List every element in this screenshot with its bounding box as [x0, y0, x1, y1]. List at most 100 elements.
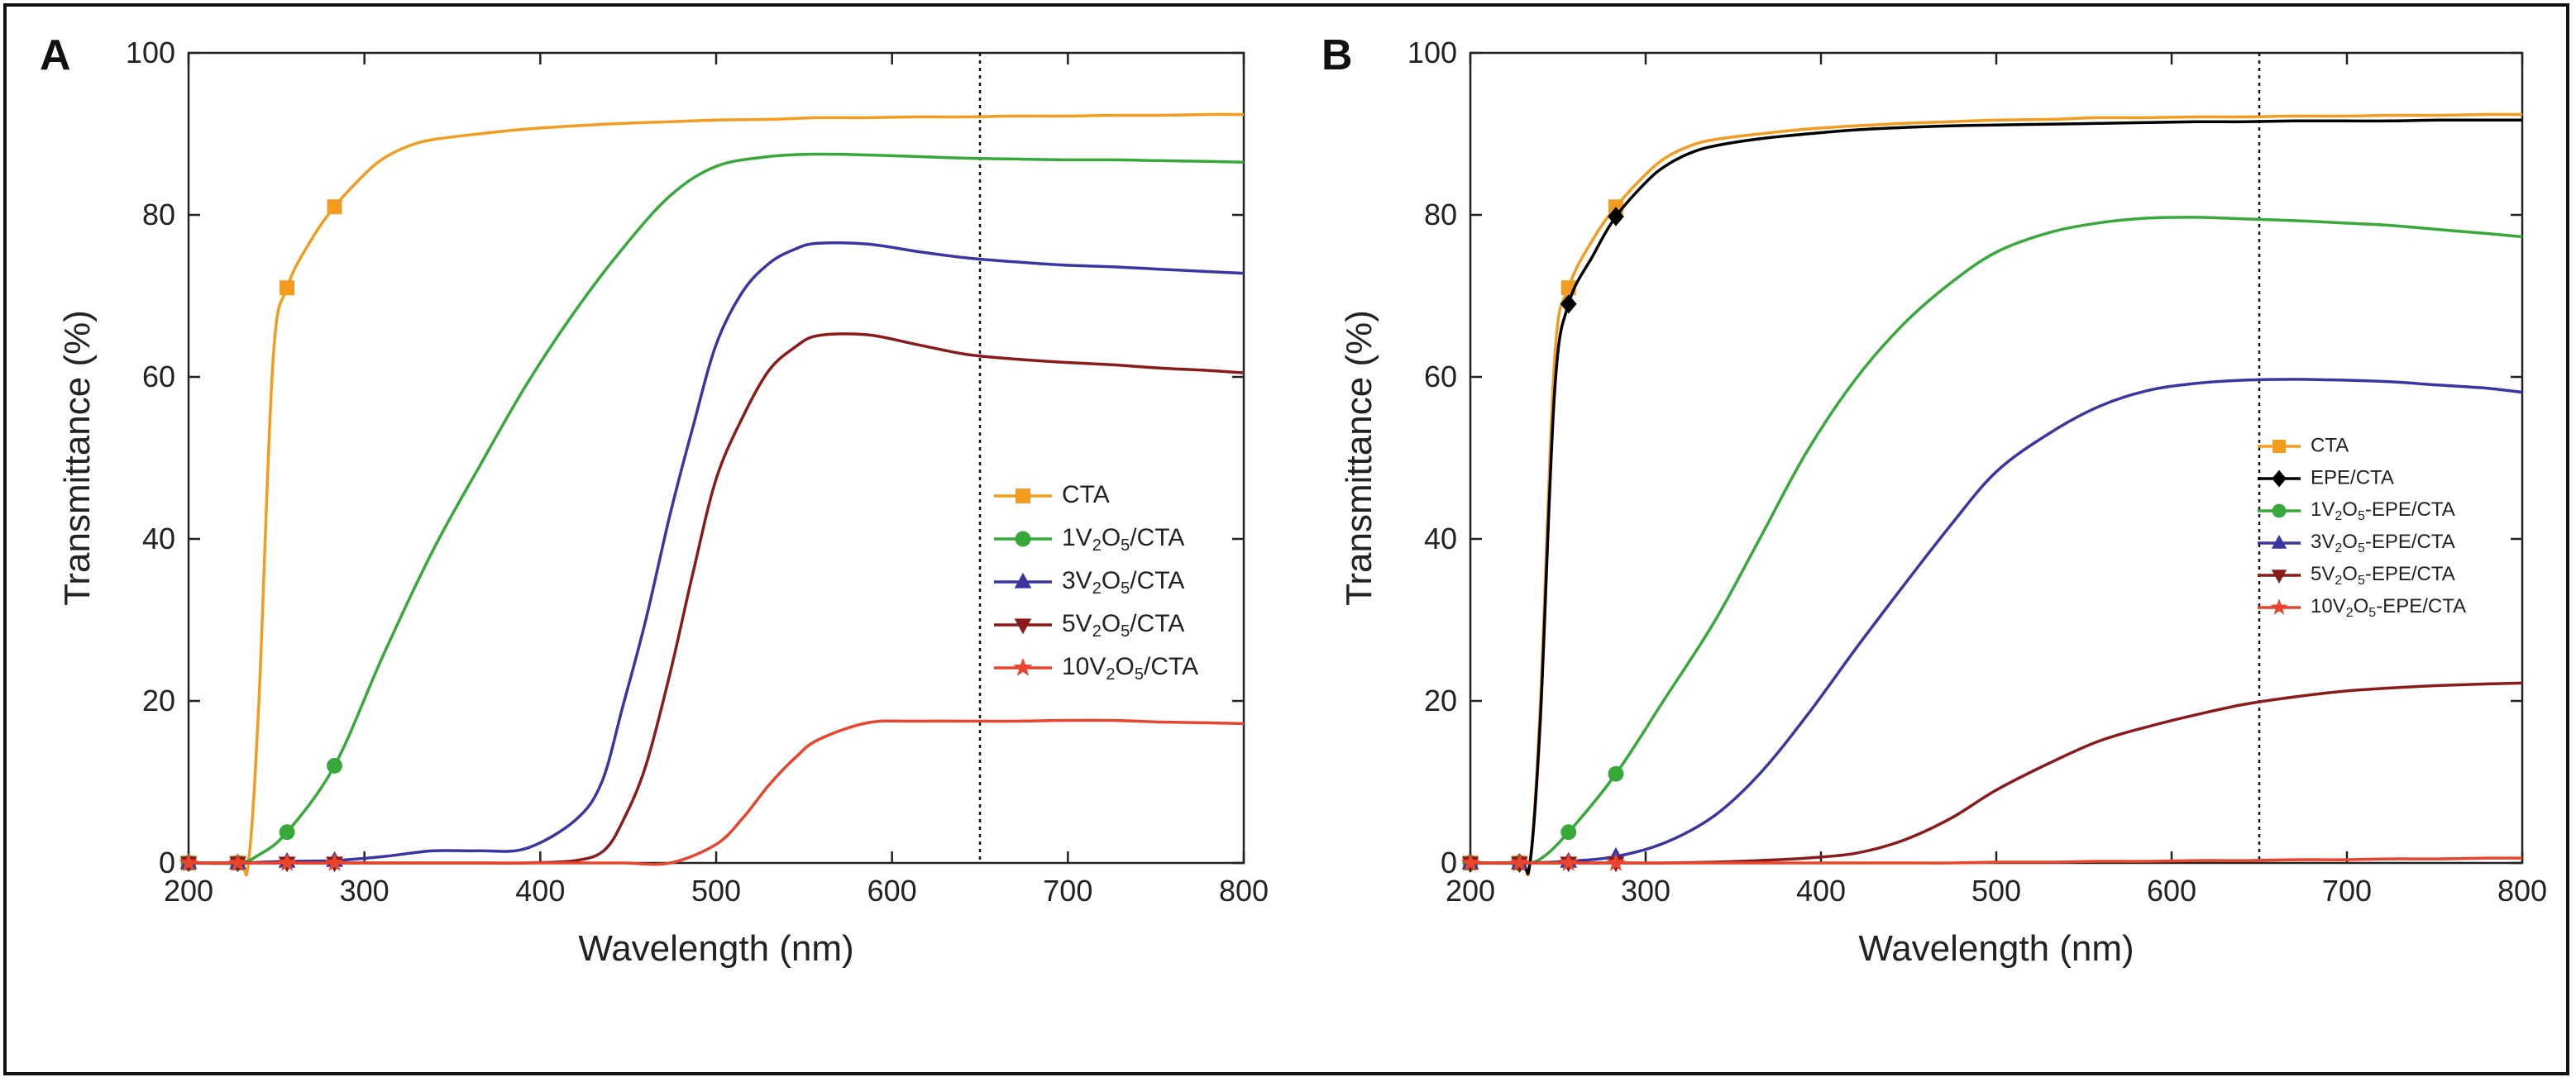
legend-subscript: 2	[2346, 606, 2354, 620]
legend-subscript: 2	[2335, 509, 2342, 523]
legend-text-part: 5V	[2311, 563, 2335, 585]
data-point	[1560, 824, 1577, 841]
legend-text-part: /CTA	[1130, 567, 1184, 594]
legend-text-part: O	[1102, 610, 1121, 637]
data-point	[327, 199, 342, 215]
legend-marker	[1013, 657, 1033, 676]
legend-text-part: O	[2342, 498, 2358, 521]
x-axis-title: Wavelength (nm)	[578, 928, 853, 969]
legend-subscript: 5	[2358, 509, 2365, 523]
y-axis-title: Transmittance (%)	[57, 310, 98, 606]
series-line	[189, 718, 1245, 866]
legend-text-part: /CTA	[1130, 524, 1184, 551]
legend-subscript: 5	[2358, 574, 2365, 588]
y-tick-label: 20	[1424, 684, 1457, 717]
data-point	[277, 852, 297, 871]
legend-text-part: O	[2354, 595, 2369, 617]
series-line	[189, 332, 1245, 865]
legend-text-part: /CTA	[1130, 610, 1184, 637]
series-10V2O5-CTA	[179, 718, 1245, 871]
y-tick-label: 100	[1407, 36, 1457, 69]
legend-text-part: O	[2342, 563, 2358, 585]
x-axis-title: Wavelength (nm)	[1858, 928, 2134, 969]
series-line	[188, 241, 1245, 865]
data-point	[1559, 852, 1579, 871]
legend-label: 5V2O5-EPE/CTA	[2311, 563, 2455, 588]
legend-marker	[2271, 535, 2287, 549]
data-point	[1608, 207, 1624, 226]
legend-text-part: -EPE/CTA	[2365, 498, 2455, 521]
legend-marker	[2272, 503, 2287, 518]
y-tick-label: 80	[1424, 198, 1457, 231]
legend-subscript: 2	[2335, 574, 2342, 588]
x-tick-label: 300	[340, 874, 390, 908]
legend-text-part: O	[1102, 567, 1121, 594]
legend: CTAEPE/CTA1V2O5-EPE/CTA3V2O5-EPE/CTA5V2O…	[2258, 434, 2466, 620]
legend-subscript: 5	[1121, 579, 1130, 598]
legend-text-part: -EPE/CTA	[2365, 531, 2455, 553]
series-line	[1470, 681, 2523, 865]
legend-subscript: 2	[1092, 536, 1102, 555]
x-tick-label: 500	[691, 874, 741, 908]
chart-panel-A: 200 300 400 500 600 700 800 0 20 40 60 80 100 Wavelen…	[40, 31, 1269, 969]
x-tick-label: 500	[1971, 874, 2021, 908]
legend-label: 1V2O5/CTA	[1062, 524, 1184, 555]
legend-marker	[1014, 618, 1032, 635]
data-point	[1608, 765, 1624, 782]
legend-text-part: O	[1116, 653, 1135, 680]
figure-frame	[3, 3, 2569, 1075]
legend-subscript: 5	[2368, 606, 2376, 620]
y-tick-label: 40	[1424, 522, 1457, 555]
y-tick-label: 40	[142, 522, 175, 555]
y-tick-label: 100	[126, 36, 175, 69]
data-point	[1560, 294, 1577, 314]
legend-marker	[2271, 570, 2287, 584]
legend-subscript: 5	[1121, 622, 1130, 641]
x-tick-label: 600	[867, 874, 917, 908]
legend-label: 10V2O5/CTA	[1062, 653, 1198, 684]
x-tick-label: 800	[1219, 874, 1269, 908]
legend-text-part: /CTA	[1144, 653, 1198, 680]
y-axis-title: Transmittance (%)	[1339, 310, 1379, 606]
legend-subscript: 2	[1106, 665, 1115, 684]
series-10V2O5-EPE-CTA	[1460, 852, 2523, 871]
series-line	[1470, 112, 2523, 877]
legend-text-part: -EPE/CTA	[2365, 563, 2455, 585]
legend-marker	[2272, 470, 2287, 488]
series-CTA	[1463, 112, 2523, 877]
legend-text-part: 1V	[2311, 498, 2335, 521]
legend-text-part: 1V	[1062, 524, 1092, 551]
legend-marker	[1014, 572, 1032, 589]
series-line	[1470, 856, 2523, 865]
legend-label: CTA	[2311, 434, 2349, 456]
data-point	[1509, 852, 1529, 871]
series-line	[1470, 118, 2522, 875]
series-5V2O5-CTA	[179, 332, 1245, 873]
y-tick-label: 60	[142, 360, 175, 393]
data-point	[279, 824, 295, 841]
panel-letter: A	[40, 31, 71, 79]
series-3V2O5-CTA	[179, 241, 1245, 870]
x-tick-label: 400	[1796, 874, 1846, 908]
legend-subscript: 5	[1121, 536, 1130, 555]
legend-text-part: -EPE/CTA	[2376, 595, 2466, 617]
legend-text-part: 3V	[1062, 567, 1092, 594]
x-tick-label: 600	[2147, 874, 2196, 908]
x-tick-label: 400	[515, 874, 565, 908]
legend-label: EPE/CTA	[2311, 466, 2394, 489]
plot-area-frame	[1469, 51, 2524, 865]
data-point	[228, 852, 248, 871]
legend-text-part: 10V	[2311, 595, 2346, 617]
legend-marker	[2273, 440, 2286, 453]
legend-text-part: 10V	[1062, 653, 1106, 680]
x-tick-label: 700	[1043, 874, 1092, 908]
legend-label: 1V2O5-EPE/CTA	[2311, 498, 2455, 523]
legend-label: CTA	[1062, 481, 1110, 508]
legend-subscript: 5	[2358, 541, 2365, 555]
data-point	[1460, 852, 1480, 871]
legend-label: 5V2O5/CTA	[1062, 610, 1184, 641]
legend-label: 3V2O5-EPE/CTA	[2311, 531, 2455, 555]
data-point	[327, 757, 342, 774]
